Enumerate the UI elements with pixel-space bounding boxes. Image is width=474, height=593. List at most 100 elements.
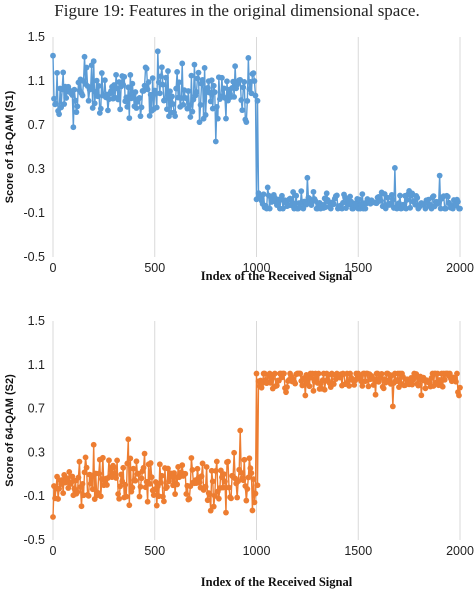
y-tick-label: 0.7: [28, 118, 45, 132]
data-point: [78, 503, 85, 510]
data-point: [85, 97, 92, 104]
x-tick-label: 1500: [344, 261, 372, 275]
data-point: [252, 490, 259, 497]
data-point: [206, 89, 213, 96]
data-point: [165, 465, 171, 472]
data-point: [120, 81, 127, 88]
data-point: [164, 106, 170, 113]
data-point: [116, 79, 123, 85]
data-point: [121, 73, 128, 80]
data-point: [359, 382, 366, 389]
data-point: [141, 450, 148, 457]
data-point: [321, 386, 328, 393]
data-point: [454, 370, 460, 377]
data-point: [97, 493, 104, 500]
data-point: [188, 455, 195, 461]
data-point: [116, 495, 123, 502]
data-point: [64, 475, 71, 482]
data-point: [231, 449, 238, 456]
data-point: [243, 119, 250, 125]
data-point: [120, 464, 127, 471]
data-point: [72, 97, 79, 104]
data-point: [279, 192, 285, 199]
y-tick-label: -0.1: [23, 489, 45, 503]
data-point: [97, 105, 104, 112]
data-point: [300, 205, 307, 212]
data-point: [223, 115, 229, 122]
data-point: [387, 201, 394, 207]
data-point: [150, 492, 157, 498]
series-markers: [50, 48, 463, 212]
data-point: [166, 478, 172, 485]
data-point: [219, 74, 225, 81]
data-point: [132, 477, 139, 484]
data-point: [165, 68, 171, 74]
data-point: [99, 454, 106, 461]
data-point: [82, 454, 89, 461]
data-point: [455, 198, 461, 205]
data-point: [330, 201, 337, 208]
data-point: [315, 370, 322, 377]
data-point: [409, 381, 416, 388]
data-point: [268, 375, 275, 382]
data-point: [250, 476, 257, 483]
data-point: [237, 427, 244, 434]
data-point: [407, 204, 414, 211]
data-point: [92, 88, 99, 95]
data-point: [428, 374, 435, 381]
data-point: [81, 469, 88, 476]
data-point: [292, 380, 299, 387]
data-point: [213, 458, 220, 465]
data-point: [310, 387, 317, 394]
data-point: [85, 492, 92, 499]
data-point: [179, 60, 186, 67]
data-point: [306, 383, 313, 390]
data-point: [191, 61, 198, 68]
data-point: [389, 196, 396, 203]
series-markers: [50, 370, 463, 520]
data-point: [239, 107, 246, 114]
data-point: [87, 480, 94, 487]
data-point: [69, 473, 76, 480]
data-point: [244, 486, 251, 492]
data-point: [95, 470, 102, 477]
data-point: [251, 499, 258, 506]
y-tick-label: -0.5: [23, 250, 45, 264]
data-point: [55, 496, 61, 502]
data-point: [91, 100, 98, 107]
data-point: [170, 101, 176, 107]
data-point: [347, 193, 354, 200]
data-point: [284, 384, 290, 390]
data-point: [125, 84, 132, 91]
data-point: [158, 64, 165, 71]
y-tick-label: 0.7: [28, 402, 45, 416]
data-point: [384, 194, 391, 201]
data-point: [71, 86, 78, 93]
data-point: [183, 95, 190, 102]
data-point: [258, 384, 265, 391]
data-point: [188, 72, 195, 79]
data-point: [73, 109, 80, 116]
data-point: [226, 484, 232, 491]
data-point: [199, 460, 206, 467]
data-point: [222, 478, 228, 485]
data-point: [434, 370, 441, 377]
data-point: [422, 205, 429, 212]
data-point: [283, 389, 289, 396]
data-point: [273, 382, 280, 389]
data-point: [414, 194, 421, 201]
data-point: [174, 69, 181, 75]
data-point: [271, 370, 278, 377]
data-point: [372, 391, 379, 398]
data-point: [221, 471, 227, 478]
data-point: [124, 460, 131, 467]
data-point: [244, 98, 251, 104]
x-tick-label: 0: [50, 261, 57, 275]
data-point: [430, 193, 437, 200]
data-point: [212, 138, 219, 145]
x-axis-title: Index of the Received Signal: [201, 269, 353, 283]
data-point: [176, 79, 183, 86]
data-point: [223, 509, 229, 516]
data-point: [422, 385, 429, 392]
